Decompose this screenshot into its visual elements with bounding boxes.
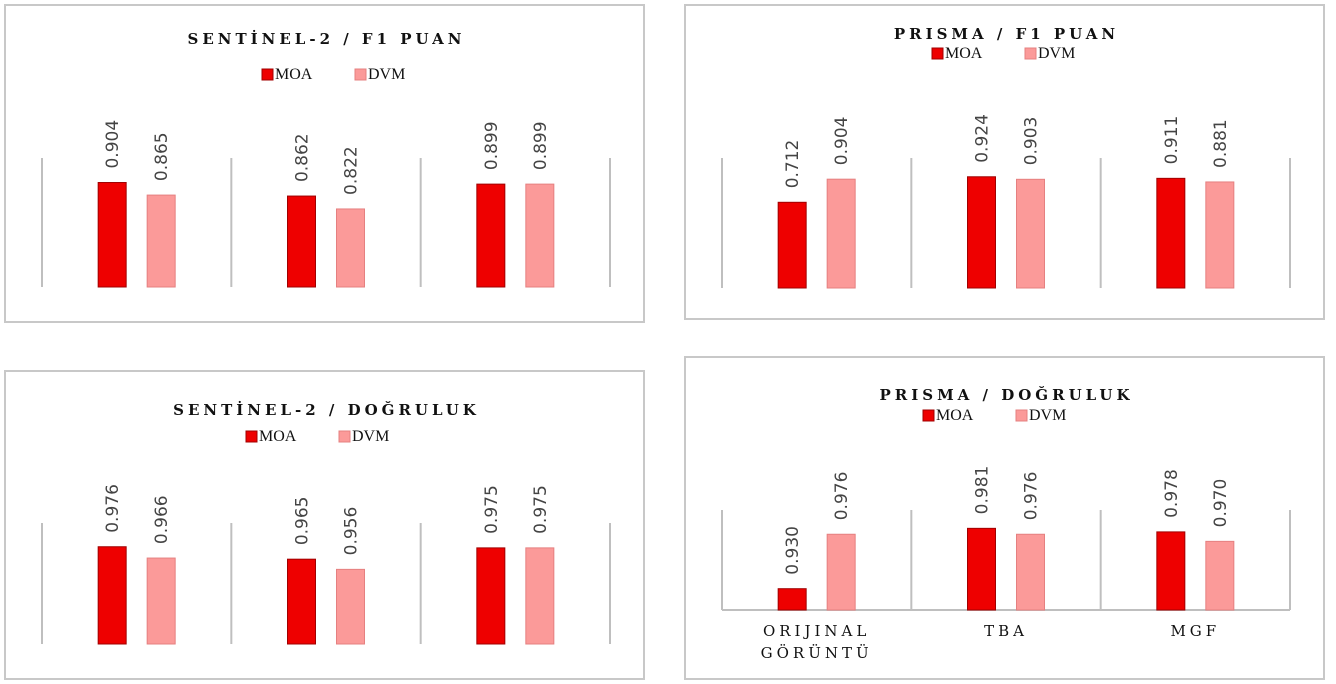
bar-moa <box>97 182 127 288</box>
data-label-moa: 0.978 <box>1162 469 1182 518</box>
bar-dvm <box>525 183 555 288</box>
data-label-moa: 0.975 <box>482 485 502 534</box>
bar-dvm <box>336 208 365 288</box>
data-label-dvm: 0.903 <box>1022 117 1042 166</box>
data-label-dvm: 0.881 <box>1211 119 1231 168</box>
chart-title: SENTİNEL-2 / F1 PUAN <box>188 29 466 48</box>
data-label-moa: 0.712 <box>783 140 803 189</box>
legend-swatch-moa <box>261 68 274 81</box>
legend-swatch-moa <box>245 430 258 443</box>
bar-moa <box>777 201 807 289</box>
legend-label-dvm: DVM <box>368 66 405 83</box>
legend-label-dvm: DVM <box>352 428 389 445</box>
data-label-dvm: 0.904 <box>832 117 852 166</box>
data-label-dvm: 0.822 <box>342 146 362 195</box>
chart-panel-prisma-f1: PRISMA / F1 PUAN MOA DVM 0.712 0.904 0.924 0.9… <box>684 4 1325 320</box>
bar-moa <box>967 176 996 289</box>
legend-label-moa: MOA <box>936 407 974 424</box>
data-label-dvm: 0.865 <box>152 132 172 181</box>
legend-swatch-dvm <box>1024 47 1037 60</box>
bar-dvm <box>1016 533 1045 611</box>
data-label-moa: 0.976 <box>103 484 123 533</box>
chart-title: PRISMA / DOĞRULUK <box>879 386 1133 404</box>
bar-moa <box>97 546 127 645</box>
data-label-dvm: 0.899 <box>531 121 551 170</box>
bar-moa <box>777 588 807 611</box>
data-label-moa: 0.911 <box>1162 116 1182 165</box>
bar-dvm <box>826 533 856 611</box>
data-label-moa: 0.862 <box>293 133 313 182</box>
legend-label-dvm: DVM <box>1038 45 1075 62</box>
chart-title: SENTİNEL-2 / DOĞRULUK <box>173 400 480 419</box>
chart-panel-sentinel-f1: SENTİNEL-2 / F1 PUAN MOA DVM 0.904 0.865 0.86… <box>4 4 645 323</box>
legend-label-moa: MOA <box>275 66 313 83</box>
data-label-moa: 0.965 <box>293 497 313 546</box>
legend-swatch-dvm <box>1015 409 1028 422</box>
category-label: GÖRÜNTÜ <box>761 644 873 662</box>
bar-moa <box>1156 531 1186 611</box>
data-label-dvm: 0.976 <box>1022 472 1042 521</box>
data-label-dvm: 0.966 <box>152 495 172 544</box>
bar-dvm <box>1016 178 1045 289</box>
chart-svg-sentinel-f1: SENTİNEL-2 / F1 PUAN MOA DVM 0.904 0.865 0.86… <box>41 29 611 288</box>
data-label-dvm: 0.976 <box>832 472 852 521</box>
chart-panel-sentinel-accuracy: SENTİNEL-2 / DOĞRULUK MOA DVM 0.976 0.966 0.9… <box>4 370 645 680</box>
bar-dvm <box>1205 540 1235 611</box>
bar-moa <box>287 558 316 645</box>
data-label-dvm: 0.956 <box>342 507 362 556</box>
data-label-dvm: 0.975 <box>531 485 551 534</box>
legend-swatch-moa <box>931 47 944 60</box>
legend-swatch-moa <box>922 409 935 422</box>
data-label-moa: 0.904 <box>103 120 123 169</box>
chart-svg-sentinel-accuracy: SENTİNEL-2 / DOĞRULUK MOA DVM 0.976 0.966 0.9… <box>41 400 611 645</box>
category-label: MGF <box>1170 622 1220 640</box>
bar-dvm <box>146 194 176 288</box>
bar-moa <box>476 547 506 645</box>
data-label-moa: 0.930 <box>783 526 803 575</box>
bar-moa <box>476 183 506 288</box>
chart-svg-prisma-accuracy: PRISMA / DOĞRULUK MOA DVM 0.930 0.976 ORIJINA… <box>721 386 1291 662</box>
bar-moa <box>1156 177 1186 289</box>
bar-dvm <box>146 557 176 645</box>
bar-moa <box>287 195 316 288</box>
bar-moa <box>967 527 996 611</box>
data-label-moa: 0.924 <box>973 114 993 163</box>
bar-dvm <box>1205 181 1235 289</box>
chart-svg-prisma-f1: PRISMA / F1 PUAN MOA DVM 0.712 0.904 0.924 0.9… <box>721 25 1291 289</box>
bar-dvm <box>336 568 365 645</box>
category-label: ORIJINAL <box>763 622 870 640</box>
legend-label-moa: MOA <box>259 428 297 445</box>
legend-label-dvm: DVM <box>1029 407 1066 424</box>
bar-dvm <box>826 178 856 289</box>
data-label-moa: 0.981 <box>973 466 993 515</box>
data-label-moa: 0.899 <box>482 121 502 170</box>
data-label-dvm: 0.970 <box>1211 479 1231 528</box>
legend-label-moa: MOA <box>945 45 983 62</box>
chart-panel-prisma-accuracy: PRISMA / DOĞRULUK MOA DVM 0.930 0.976 ORIJINA… <box>684 356 1325 680</box>
category-label: TBA <box>984 622 1028 640</box>
legend-swatch-dvm <box>338 430 351 443</box>
bar-dvm <box>525 547 555 645</box>
legend-swatch-dvm <box>354 68 367 81</box>
chart-title: PRISMA / F1 PUAN <box>894 25 1119 43</box>
